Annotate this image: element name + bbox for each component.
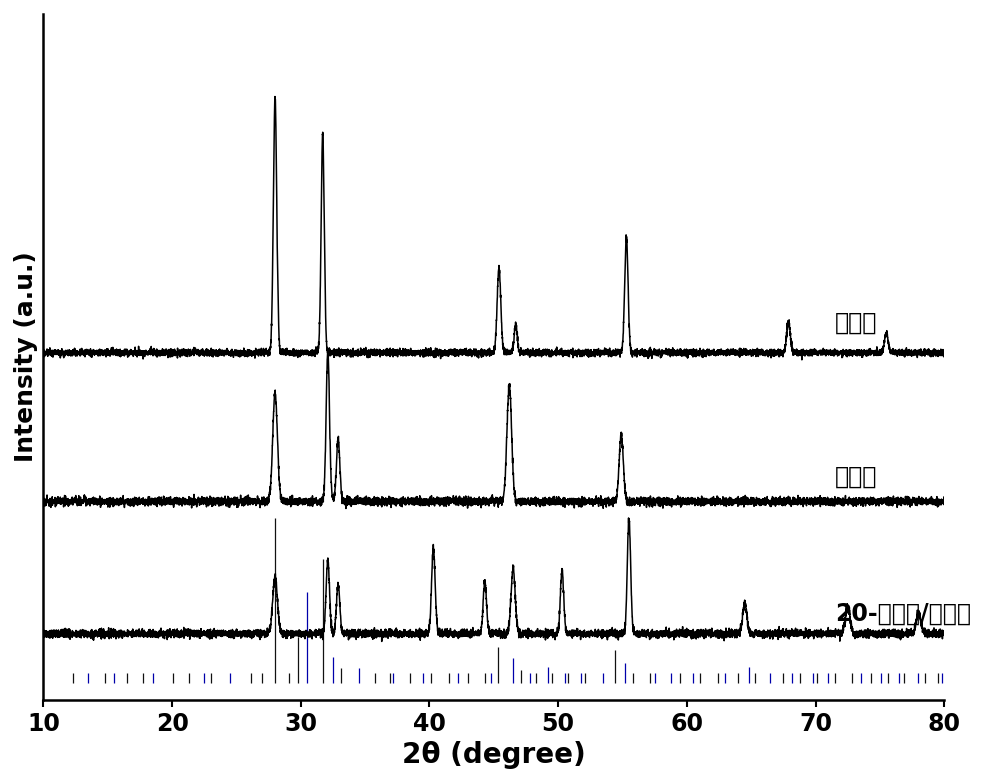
- Text: 硫钓镕: 硫钓镕: [835, 464, 877, 489]
- Text: 20-硫钓镕/碗氧鉲: 20-硫钓镕/碗氧鉲: [835, 602, 971, 626]
- Y-axis label: Intensity (a.u.): Intensity (a.u.): [14, 251, 38, 462]
- Text: 碗氧鉲: 碗氧鉲: [835, 311, 877, 335]
- X-axis label: 2θ (degree): 2θ (degree): [402, 742, 586, 769]
